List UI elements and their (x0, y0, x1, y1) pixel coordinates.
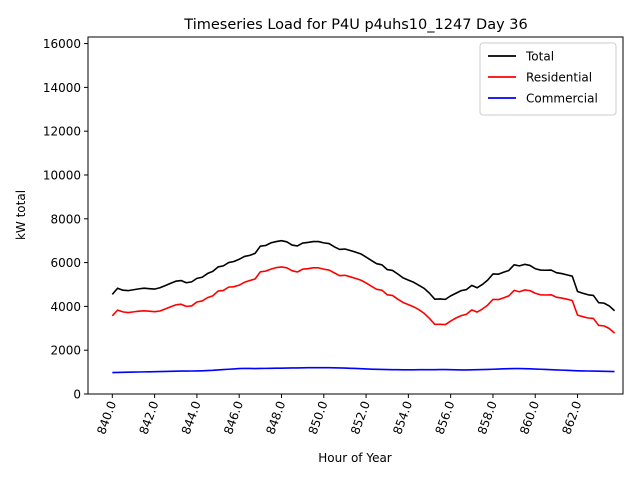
y-axis-ticks: 0 2000 4000 6000 8000 10000 12000 14000 16000 (43, 37, 88, 402)
x-axis-label: Hour of Year (318, 451, 392, 465)
series-line-commercial (112, 366, 615, 374)
y-tick-label: 8000 (50, 212, 81, 226)
y-tick-label: 14000 (43, 81, 81, 95)
plot-frame (87, 36, 624, 395)
legend-label-commercial: Commercial (526, 92, 598, 106)
series-layer (111, 239, 616, 374)
chart-title: Timeseries Load for P4U p4uhs10_1247 Day… (183, 17, 527, 33)
y-tick-label: 2000 (50, 344, 81, 358)
y-tick-label: 4000 (50, 300, 81, 314)
legend-label-residential: Residential (526, 71, 592, 85)
legend-frame (479, 42, 617, 116)
y-tick-label: 0 (73, 388, 81, 402)
legend-label-total: Total (525, 50, 554, 64)
y-tick-label: 6000 (50, 256, 81, 270)
series-line-residential (111, 266, 616, 334)
y-tick-label: 10000 (43, 168, 81, 182)
y-tick-label: 16000 (43, 37, 81, 51)
y-tick-label: 12000 (43, 125, 81, 139)
legend: Total Residential Commercial (479, 42, 617, 116)
series-line-total (111, 239, 616, 312)
y-axis-label: kW total (14, 190, 28, 240)
